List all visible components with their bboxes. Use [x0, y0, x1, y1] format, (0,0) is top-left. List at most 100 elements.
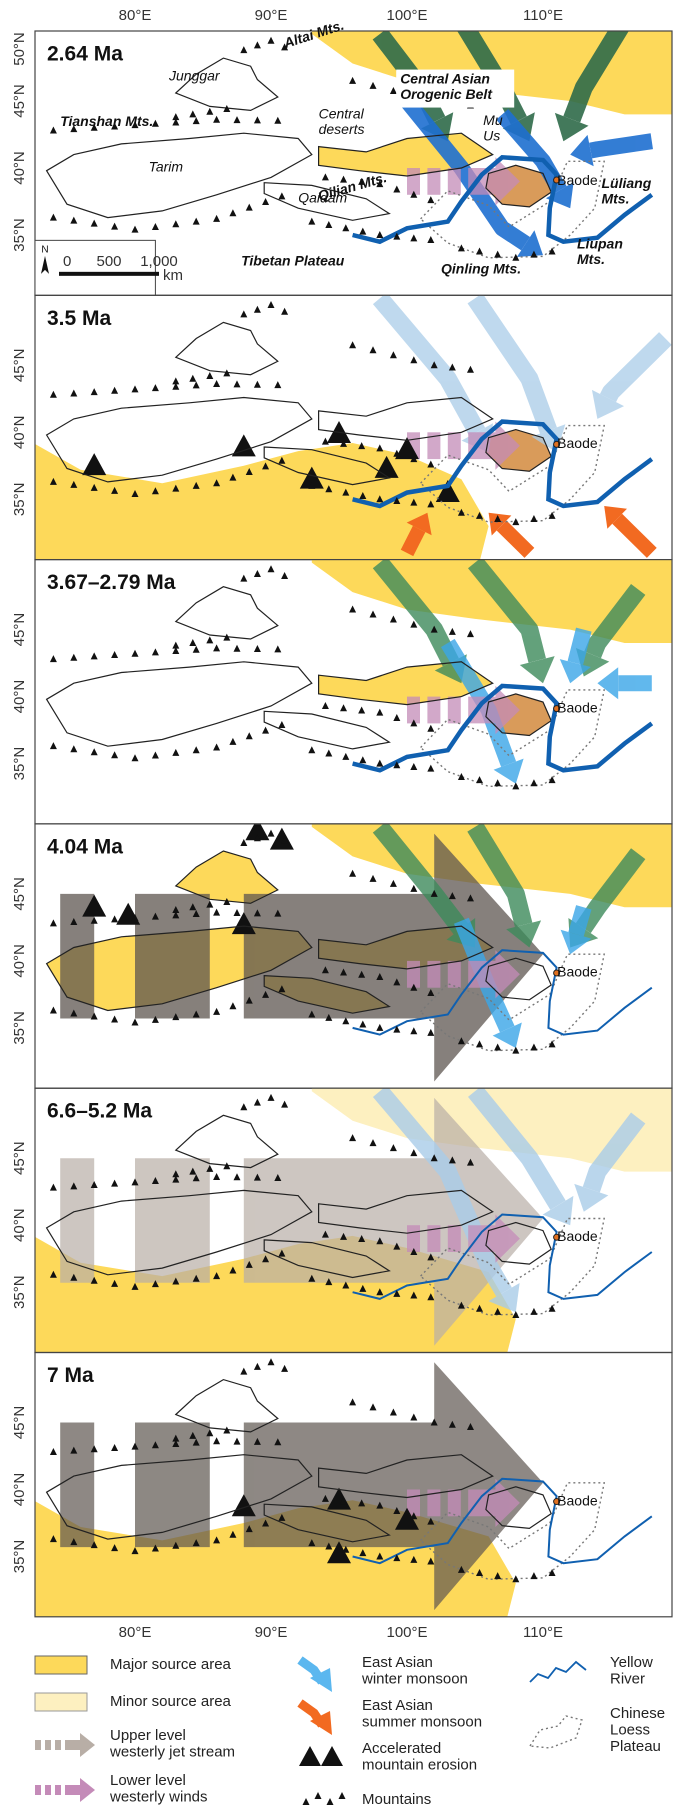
mountain	[254, 116, 261, 123]
mountain	[410, 1149, 417, 1156]
mountain	[390, 87, 397, 94]
mountain	[206, 636, 213, 643]
mountain	[274, 117, 281, 124]
place-label: Junggar	[168, 68, 221, 84]
mountain	[410, 234, 417, 241]
flow-arrow	[380, 298, 493, 452]
mountain	[458, 244, 465, 251]
mountain	[342, 224, 349, 231]
legend-label-line: East Asian	[362, 1654, 433, 1671]
place-label-line: Mu	[483, 112, 503, 128]
mountain	[376, 444, 383, 451]
mountain	[152, 648, 159, 655]
mountain	[213, 215, 220, 222]
mountain	[254, 1363, 261, 1370]
mountain	[449, 364, 456, 371]
mountain	[262, 198, 269, 205]
longitude-label: 80°E	[119, 7, 152, 24]
mountain	[246, 204, 253, 211]
mountain	[322, 702, 329, 709]
legend-swatch	[35, 1693, 87, 1711]
latitude-label: 40°N	[11, 944, 28, 978]
arrow-shaft	[502, 525, 530, 552]
mountain	[512, 1575, 519, 1582]
mountain	[189, 639, 196, 646]
latitude-label: 40°N	[11, 680, 28, 714]
mountain	[390, 616, 397, 623]
mountain	[530, 1308, 537, 1315]
mountain	[268, 1358, 275, 1365]
place-label-line: Central Asian	[400, 70, 490, 86]
mountain	[281, 308, 288, 315]
latitude-label: 50°N	[11, 32, 28, 66]
mountain	[132, 650, 139, 657]
mountain	[70, 745, 77, 752]
mountain	[268, 1094, 275, 1101]
mountain	[370, 82, 377, 89]
legend-arrow	[65, 1733, 95, 1757]
mountain	[152, 384, 159, 391]
mountain	[358, 706, 365, 713]
mountain	[530, 779, 537, 786]
mountain	[132, 1019, 139, 1026]
mountain	[370, 1403, 377, 1410]
dash	[407, 697, 420, 724]
jet-band	[60, 1423, 94, 1548]
arrow-shaft	[380, 298, 477, 432]
mountain	[349, 1398, 356, 1405]
mountain	[50, 655, 57, 662]
mountain	[254, 570, 261, 577]
jet-band	[60, 1158, 94, 1283]
legend-label: Upper levelwesterly jet stream	[109, 1727, 235, 1761]
mountain	[111, 1016, 118, 1023]
mountain	[172, 113, 179, 120]
mountain	[370, 875, 377, 882]
mountain	[281, 572, 288, 579]
legend-label: Mountains	[362, 1791, 431, 1808]
mountain	[152, 223, 159, 230]
latitude-label: 35°N	[11, 218, 28, 252]
latitude-label: 35°N	[11, 747, 28, 781]
legend-label-line: westerly jet stream	[109, 1743, 235, 1760]
legend-mountain	[327, 1798, 334, 1805]
mountain	[229, 1002, 236, 1009]
north-label: N	[41, 244, 48, 255]
flow-arrow	[597, 667, 651, 699]
mountain	[340, 704, 347, 711]
legend-label: East Asianwinter monsoon	[361, 1654, 468, 1688]
longitude-label: 110°E	[523, 1624, 563, 1641]
mountain	[193, 117, 200, 124]
arrow-shaft	[617, 519, 652, 553]
legend-dash	[45, 1740, 51, 1750]
mountain	[213, 1173, 220, 1180]
longitude-label: 100°E	[386, 1624, 427, 1641]
arrow-shaft	[608, 339, 665, 399]
mountain	[410, 356, 417, 363]
mountain	[213, 744, 220, 751]
legend-label-line: summer monsoon	[362, 1713, 482, 1730]
legend-dash	[55, 1785, 61, 1795]
place-label: Baode	[557, 964, 598, 980]
mountain	[50, 742, 57, 749]
latitude-label: 35°N	[11, 1011, 28, 1045]
mountain	[512, 782, 519, 789]
mountain	[274, 381, 281, 388]
mountain	[193, 646, 200, 653]
latitude-label: 45°N	[11, 349, 28, 383]
legend-triangle	[299, 1746, 321, 1766]
mountain	[50, 919, 57, 926]
legend-label-line: westerly winds	[109, 1788, 208, 1805]
mountain	[427, 765, 434, 772]
mountain	[512, 1311, 519, 1318]
jet-band	[135, 1158, 210, 1283]
mountain	[476, 1040, 483, 1047]
place-label-line: Mts.	[577, 250, 605, 266]
panel-age: 3.67–2.79 Ma	[47, 571, 176, 594]
legend-mountain	[315, 1792, 322, 1799]
mountain	[427, 1029, 434, 1036]
mountain	[325, 221, 332, 228]
mountain	[274, 645, 281, 652]
mountain	[268, 37, 275, 44]
legend-dash	[35, 1785, 41, 1795]
place-label-line: Central	[319, 105, 365, 121]
